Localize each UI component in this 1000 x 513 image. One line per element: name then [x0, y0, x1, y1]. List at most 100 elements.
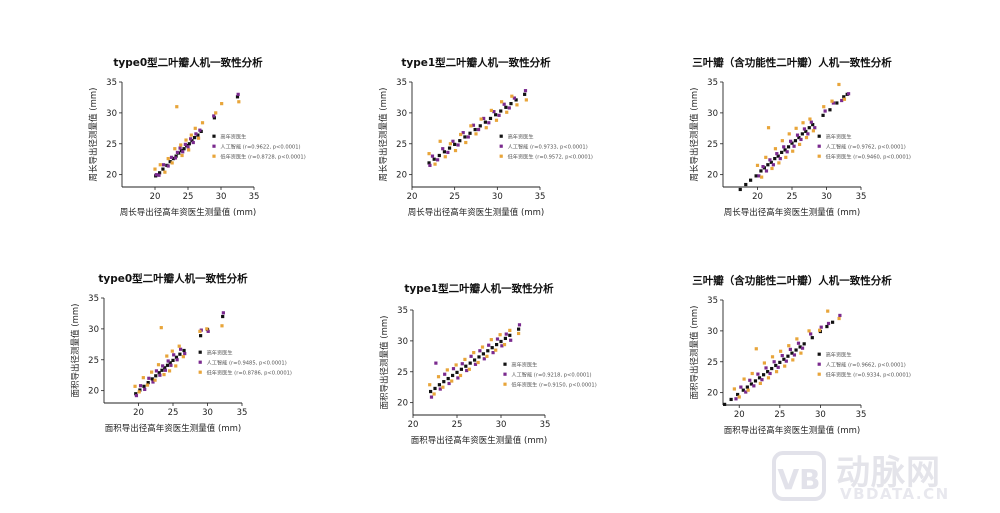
chart-6-point-orange [787, 344, 791, 348]
chart-4-legend-entry: 低年资医生 (r=0.8786, p<0.0001) [207, 368, 292, 376]
chart-2-point-black [447, 146, 452, 150]
chart-svg-4: type0型二叶瓣人机一致性分析 20 25 30 35 20 25 30 35 面积导出径高年资… [70, 272, 292, 434]
chart-5-legend-entry: 低年资医生 (r=0.9150, p<0.0001) [511, 380, 596, 388]
chart-6-point-black [723, 402, 727, 406]
chart-3-point-orange [760, 175, 764, 179]
chart-1-x-tick-label: 25 [183, 192, 194, 202]
chart-3-point-purple [771, 163, 775, 167]
chart-3-legend-entry: 低年资医生 (r=0.9460, p<0.0001) [826, 152, 911, 160]
chart-4-point-black [178, 352, 182, 356]
chart-4-y-tick-label: 30 [88, 325, 99, 335]
chart-5-legend-entry: 高年资医生 [511, 360, 537, 368]
chart-5-point-purple [460, 362, 464, 366]
chart-5-y-tick-label: 30 [397, 337, 408, 347]
chart-4-point-orange [156, 363, 161, 367]
chart-2-point-black [427, 161, 431, 165]
chart-3-point-black [842, 95, 846, 99]
chart-4-point-black [160, 368, 164, 372]
chart-6-point-orange [826, 309, 830, 313]
chart-5-point-black [503, 336, 507, 341]
chart-4-point-purple [138, 384, 143, 388]
chart-3-point-black [821, 113, 825, 117]
chart-5-point-orange [428, 383, 432, 387]
chart-6-point-orange [742, 377, 746, 381]
chart-6-point-orange [732, 387, 736, 391]
chart-6-point-purple [809, 332, 813, 336]
chart-2-point-purple [502, 102, 506, 106]
chart-3-point-orange [811, 129, 815, 133]
chart-2-point-orange [484, 126, 488, 130]
chart-3-point-black [769, 160, 773, 164]
chart-2-point-orange [515, 103, 519, 107]
chart-6-y-tick-label: 25 [707, 358, 718, 368]
chart-4-x-tick-label: 20 [133, 408, 144, 418]
chart-4-point-purple [134, 393, 139, 398]
chart-4-point-orange [205, 327, 209, 331]
chart-3-point-black [738, 187, 742, 192]
chart-6-point-purple [792, 353, 797, 357]
chart-3-point-black [783, 148, 787, 152]
chart-4-point-purple [161, 364, 165, 368]
chart-5-point-orange [436, 375, 441, 379]
chart-2-point-purple [487, 121, 491, 125]
chart-6-point-black [825, 324, 829, 329]
chart-2-point-purple [441, 147, 445, 151]
chart-4-x-tick-label: 35 [237, 408, 248, 418]
chart-6-point-orange [737, 395, 741, 399]
chart-3-point-purple [789, 139, 793, 143]
chart-6-point-orange [746, 388, 750, 392]
chart-4-point-orange [137, 390, 141, 394]
chart-3-point-black [790, 141, 794, 145]
chart-3-point-purple [785, 150, 789, 154]
chart-2-point-purple [461, 131, 465, 135]
chart-6-point-black [786, 354, 790, 358]
chart-6-point-black [802, 342, 806, 346]
chart-5-point-purple [509, 338, 513, 342]
chart-3-point-orange [787, 132, 791, 136]
chart-3-point-purple [764, 169, 769, 173]
chart-1-point-orange [179, 143, 183, 147]
chart-2-point-orange [479, 117, 483, 121]
chart-1-x-tick-label: 20 [150, 192, 161, 202]
chart-5-point-black [490, 346, 494, 350]
chart-6-point-black [798, 345, 802, 349]
chart-2-point-purple [523, 89, 528, 93]
chart-6-point-orange [766, 376, 771, 380]
chart-3-y-tick-label: 25 [707, 140, 718, 150]
chart-3-point-orange [764, 155, 768, 159]
chart-1-point-orange [158, 163, 162, 167]
chart-1-point-black [187, 142, 191, 146]
chart-3-point-black [828, 108, 832, 112]
chart-4-point-purple [154, 369, 159, 373]
chart-5-point-black [486, 349, 490, 353]
chart-4-point-orange [170, 349, 174, 353]
chart-3-point-orange [794, 126, 798, 130]
chart-3-point-orange [842, 97, 847, 101]
chart-6-point-orange [750, 371, 754, 376]
chart-4-x-tick-label: 25 [168, 408, 179, 418]
chart-6-point-black [757, 376, 762, 380]
chart-3-point-black [811, 123, 815, 127]
chart-5-point-black [464, 364, 468, 368]
chart-3-point-orange [791, 149, 795, 153]
chart-6-point-purple [780, 353, 784, 358]
chart-svg-5: type1型二叶瓣人机一致性分析 20 25 30 35 20 25 30 35 面积导出径高年资… [379, 282, 597, 446]
chart-panel-6: 三叶瓣（含功能性二叶瓣）人机一致性分析 20 25 30 35 20 25 30 35 面积导出径… [665, 270, 955, 460]
chart-4-point-purple [175, 358, 179, 362]
chart-4-point-black [171, 358, 175, 362]
chart-2-y-tick-label: 25 [396, 140, 407, 150]
chart-4-point-black [174, 355, 179, 359]
chart-6-x-tick-label: 25 [774, 410, 785, 420]
chart-1-point-orange [180, 153, 184, 158]
chart-svg-1: type0型二叶瓣人机一致性分析 20 25 30 35 20 25 30 35 周长导出径高年资… [88, 56, 306, 218]
chart-2-x-tick-label: 35 [535, 192, 546, 202]
chart-4-point-black [163, 366, 167, 370]
chart-6-point-black [782, 357, 786, 361]
chart-6-point-purple [739, 385, 743, 389]
chart-6-point-black [741, 388, 745, 392]
chart-panel-5: type1型二叶瓣人机一致性分析 20 25 30 35 20 25 30 35 面积导出径高年资… [355, 278, 615, 468]
chart-1-point-purple [181, 150, 185, 154]
chart-2-point-black [437, 153, 441, 158]
chart-6-point-purple [796, 341, 801, 345]
chart-6-point-orange [807, 329, 811, 333]
